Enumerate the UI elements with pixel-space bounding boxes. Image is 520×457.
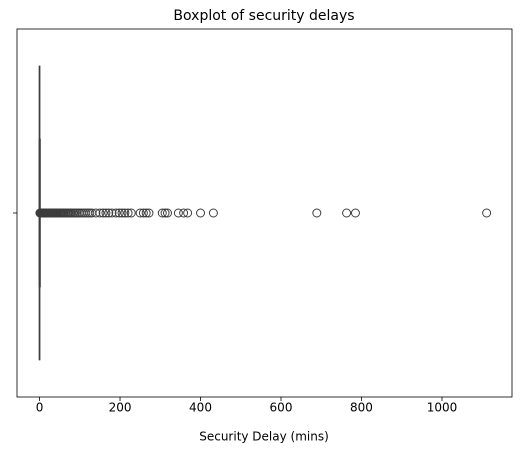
- outlier: [179, 208, 189, 218]
- x-tick-label: 400: [189, 401, 212, 415]
- x-tick-label: 200: [109, 401, 132, 415]
- outlier: [123, 208, 133, 218]
- outlier: [141, 208, 151, 218]
- outlier: [160, 208, 170, 218]
- x-tick-label: 1000: [427, 401, 458, 415]
- outlier: [138, 208, 148, 218]
- outlier: [98, 208, 108, 218]
- x-axis-label: Security Delay (mins): [199, 430, 329, 444]
- outlier: [91, 208, 101, 218]
- outlier: [95, 208, 105, 218]
- outlier: [163, 208, 173, 218]
- outlier: [350, 208, 360, 218]
- outlier: [312, 208, 322, 218]
- x-tick-label: 0: [36, 401, 44, 415]
- outlier: [114, 208, 124, 218]
- outlier: [196, 208, 206, 218]
- chart-title: Boxplot of security delays: [173, 8, 354, 24]
- outlier: [173, 208, 183, 218]
- outlier: [342, 208, 352, 218]
- x-tick-label: 600: [270, 401, 293, 415]
- outlier: [117, 208, 127, 218]
- outlier: [120, 208, 130, 218]
- outlier: [157, 208, 167, 218]
- outlier: [104, 208, 114, 218]
- x-tick-label: 800: [350, 401, 373, 415]
- outlier: [208, 208, 218, 218]
- outlier: [111, 208, 121, 218]
- outlier: [482, 208, 492, 218]
- outlier: [144, 208, 154, 218]
- outlier: [183, 208, 193, 218]
- outlier: [126, 208, 136, 218]
- outlier: [101, 208, 111, 218]
- outlier: [107, 208, 117, 218]
- outlier: [135, 208, 145, 218]
